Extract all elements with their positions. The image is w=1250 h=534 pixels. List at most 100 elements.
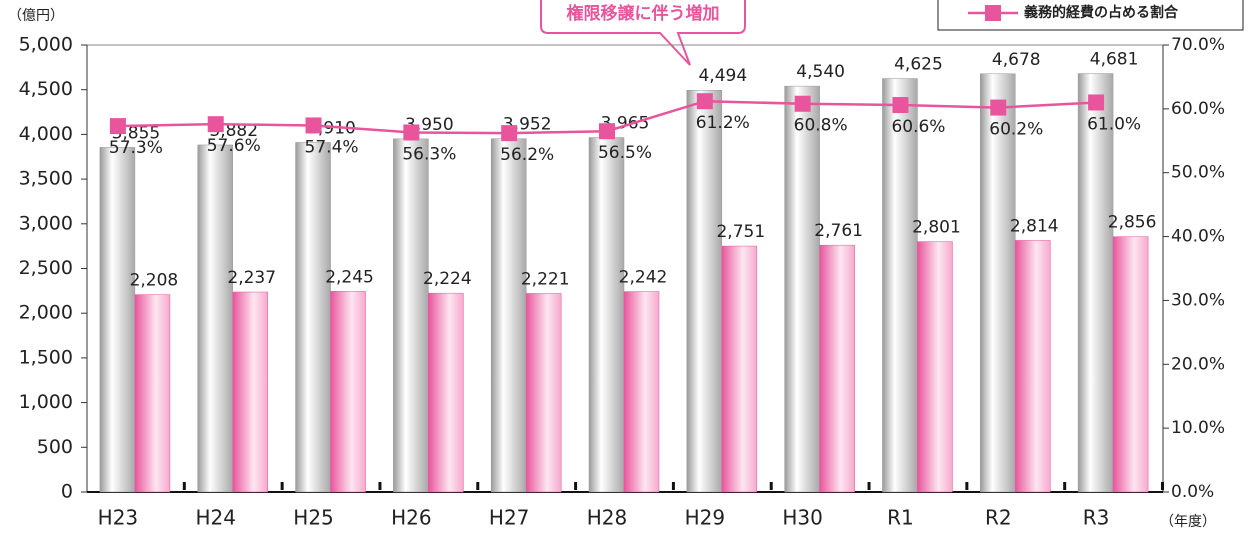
- bar-value-label: 4,625: [894, 55, 943, 75]
- bar-value-label: 2,242: [619, 268, 668, 288]
- category-separator: [769, 482, 773, 490]
- bar: [428, 292, 464, 493]
- bar: [393, 138, 429, 493]
- category-separator: [965, 482, 969, 490]
- line-marker: [892, 97, 909, 114]
- bar: [1077, 73, 1114, 493]
- y2-tick-label: 70.0%: [1171, 35, 1225, 55]
- bar-value-label: 2,237: [227, 268, 276, 288]
- category-separator: [476, 482, 480, 490]
- bar-value-label: 2,801: [912, 218, 961, 238]
- y2-tick-label: 20.0%: [1171, 354, 1225, 374]
- line-value-label: 60.2%: [989, 120, 1043, 140]
- y-tick-label: 4,000: [19, 123, 73, 145]
- bar-value-label: 2,856: [1108, 213, 1157, 233]
- line-value-label: 57.6%: [207, 136, 261, 156]
- y2-tick-label: 60.0%: [1171, 99, 1225, 119]
- bar-value-label: 2,751: [716, 222, 765, 242]
- bar-value-label: 2,221: [521, 269, 570, 289]
- bar: [623, 291, 660, 493]
- y-tick-label: 2,000: [19, 302, 73, 324]
- legend-marker: [985, 5, 1001, 21]
- line-marker: [599, 123, 615, 140]
- bar: [134, 294, 171, 493]
- line-value-label: 56.2%: [500, 145, 554, 165]
- callout-box: [540, 0, 746, 66]
- x-tick-label: R3: [1083, 506, 1110, 530]
- y-tick-label: 2,500: [19, 257, 73, 279]
- bar: [588, 137, 625, 493]
- x-tick-label: H25: [293, 506, 334, 530]
- x-tick-label: H30: [782, 506, 823, 530]
- x-unit: （年度）: [1160, 514, 1216, 530]
- y2-tick-label: 40.0%: [1171, 227, 1225, 247]
- line-marker: [696, 93, 713, 110]
- line-value-label: 60.6%: [891, 117, 945, 137]
- line-value-label: 61.0%: [1087, 114, 1141, 134]
- bar-value-label: 2,814: [1010, 216, 1059, 236]
- bar-value-label: 4,681: [1090, 50, 1139, 70]
- y2-tick-label: 30.0%: [1171, 290, 1225, 310]
- bar: [490, 138, 527, 493]
- bar: [980, 73, 1016, 493]
- bar-value-label: 4,540: [796, 62, 845, 82]
- category-separator: [867, 482, 871, 490]
- bar: [721, 245, 758, 493]
- y-tick-label: 0: [61, 481, 73, 503]
- line-marker: [501, 125, 518, 142]
- bar-value-label: 4,494: [698, 66, 747, 86]
- legend-label: 義務的経費の占める割合: [1024, 4, 1179, 21]
- bar-value-label: 2,761: [814, 221, 863, 241]
- line-marker: [1088, 94, 1105, 111]
- line-value-label: 60.8%: [794, 116, 848, 136]
- x-tick-label: H23: [98, 506, 139, 530]
- bar: [819, 244, 855, 493]
- bar-value-label: 4,678: [992, 50, 1041, 70]
- category-separator: [182, 482, 186, 490]
- y-tick-label: 3,500: [19, 168, 73, 190]
- category-separator: [1161, 482, 1164, 490]
- x-tick-label: H24: [195, 506, 236, 530]
- y-tick-label: 1,000: [19, 391, 73, 413]
- y-tick-label: 1,500: [19, 346, 73, 368]
- y-tick-label: 500: [37, 436, 73, 458]
- line-value-label: 56.3%: [402, 144, 456, 164]
- x-tick-label: H26: [391, 506, 432, 530]
- annotation: 権限移譲に伴う増加: [567, 3, 720, 24]
- bar: [784, 85, 820, 493]
- bar: [232, 291, 268, 493]
- x-tick-label: R2: [985, 506, 1012, 530]
- category-separator: [280, 482, 284, 490]
- bar-value-label: 2,224: [423, 269, 472, 289]
- x-tick-label: H28: [587, 506, 628, 530]
- y2-tick-label: 10.0%: [1171, 418, 1225, 438]
- bar: [295, 142, 331, 493]
- bar: [686, 89, 723, 493]
- line-marker: [794, 95, 811, 112]
- category-separator: [1063, 482, 1067, 490]
- line-value-label: 61.2%: [696, 113, 750, 133]
- bar: [917, 241, 953, 493]
- x-tick-label: R1: [887, 506, 914, 530]
- line-marker: [109, 118, 126, 135]
- y-tick-label: 4,500: [19, 78, 73, 100]
- bar: [882, 78, 918, 493]
- category-separator: [378, 482, 382, 490]
- y-tick-label: 3,000: [19, 212, 73, 234]
- bar: [197, 144, 233, 493]
- line-value-label: 56.5%: [598, 143, 652, 163]
- bar: [525, 293, 562, 493]
- y-unit: （億円）: [8, 8, 64, 24]
- x-tick-label: H27: [489, 506, 530, 530]
- line-marker: [305, 117, 322, 134]
- category-separator: [671, 482, 675, 490]
- y-tick-label: 5,000: [19, 34, 73, 56]
- y2-tick-label: 0.0%: [1171, 482, 1214, 502]
- line-value-label: 57.3%: [109, 138, 163, 158]
- bar-value-label: 2,245: [325, 267, 374, 287]
- bar: [1015, 240, 1051, 493]
- line-marker: [990, 99, 1007, 116]
- line-marker: [207, 116, 224, 133]
- bar: [1112, 236, 1149, 493]
